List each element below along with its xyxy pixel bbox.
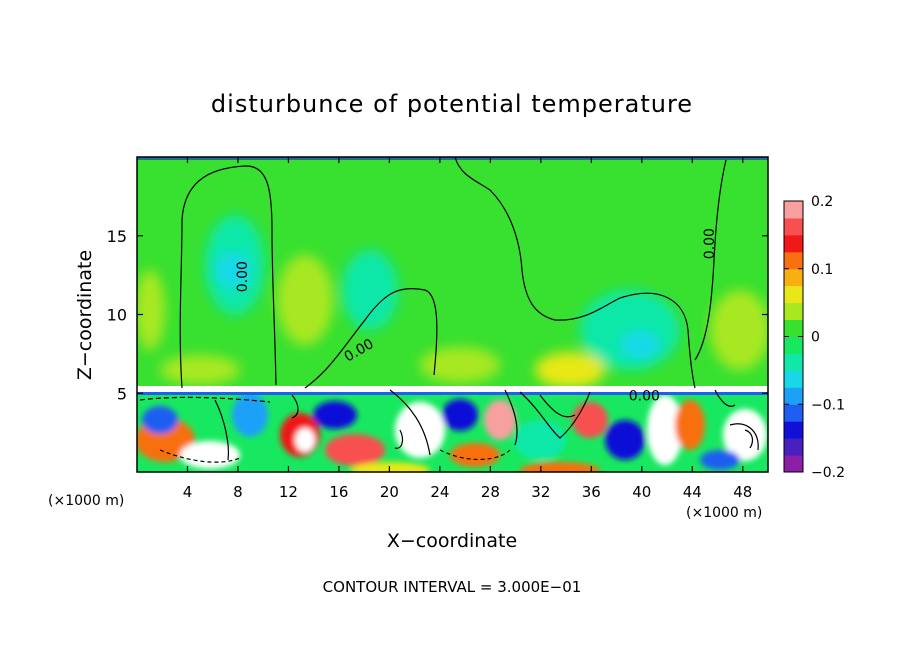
- colorbar-bin: [784, 404, 803, 422]
- heatmap-field: [137, 157, 768, 472]
- chart-title: disturbunce of potential temperature: [211, 90, 693, 118]
- contour-lines: [139, 157, 759, 463]
- colorbar-bin: [784, 251, 803, 270]
- colorbar-bin: [784, 438, 803, 456]
- colorbar-tick-label: 0.2: [811, 194, 833, 210]
- colorbar-bin: [784, 353, 803, 371]
- colorbar-tick-label: −0.2: [811, 465, 845, 481]
- contour-interval: CONTOUR INTERVAL = 3.000E−01: [323, 578, 582, 596]
- colorbar-bin: [784, 319, 803, 337]
- contour-zero-top: [454, 157, 696, 389]
- colorbar-bin: [784, 421, 803, 439]
- x-tick-label: 44: [683, 483, 702, 501]
- y-axis-title: Z−coordinate: [74, 250, 96, 380]
- x-tick-label: 28: [481, 483, 500, 501]
- colorbar-bin: [784, 387, 803, 405]
- contour-labels: 0.000.000.000.00: [235, 228, 718, 404]
- x-tick-label: 36: [582, 483, 601, 501]
- x-tick-label: 8: [233, 483, 243, 501]
- x-unit-right: (×1000 m): [686, 505, 762, 521]
- colorbar-bin: [784, 285, 803, 304]
- x-unit-left: (×1000 m): [48, 493, 124, 509]
- x-tick-label: 20: [380, 483, 399, 501]
- contour-zero-right: [694, 159, 727, 361]
- x-tick-label: 4: [183, 483, 193, 501]
- colorbar-bin: [784, 268, 803, 287]
- colorbar-bin: [784, 234, 803, 253]
- colorbar-tick-label: 0: [811, 330, 820, 346]
- contour-zero-middle: [304, 287, 438, 389]
- colorbar-bin: [784, 302, 803, 321]
- contour-label: 0.00: [702, 228, 718, 259]
- colorbar-tick-label: −0.1: [811, 397, 845, 413]
- y-tick-label: 15: [107, 227, 127, 246]
- contour-label: 0.00: [629, 388, 660, 404]
- colorbar-tick-label: 0.1: [811, 262, 833, 278]
- contour-zero-left: [179, 165, 277, 389]
- colorbar: 0.2 0.1 0 −0.1 −0.2: [783, 194, 845, 481]
- x-tick-label: 40: [632, 483, 651, 501]
- x-tick-label: 48: [733, 483, 752, 501]
- x-tick-label: 12: [279, 483, 298, 501]
- inversion-band: [137, 386, 768, 392]
- colorbar-bin: [784, 201, 803, 219]
- y-axis: 5 10 15: [107, 227, 768, 403]
- x-tick-label: 24: [430, 483, 449, 501]
- y-tick-label: 10: [107, 306, 127, 325]
- contour-label: 0.00: [235, 261, 251, 292]
- colorbar-bin: [784, 370, 803, 388]
- y-tick-label: 5: [117, 384, 127, 403]
- x-tick-label: 16: [329, 483, 348, 501]
- colorbar-bin: [784, 455, 803, 473]
- x-axis: 4 8 12 16 20 24 28 32 36 40 44 48: [183, 157, 752, 501]
- x-tick-label: 32: [531, 483, 550, 501]
- colorbar-bin: [784, 336, 803, 354]
- colorbar-bin: [784, 217, 803, 236]
- x-axis-title: X−coordinate: [387, 530, 517, 552]
